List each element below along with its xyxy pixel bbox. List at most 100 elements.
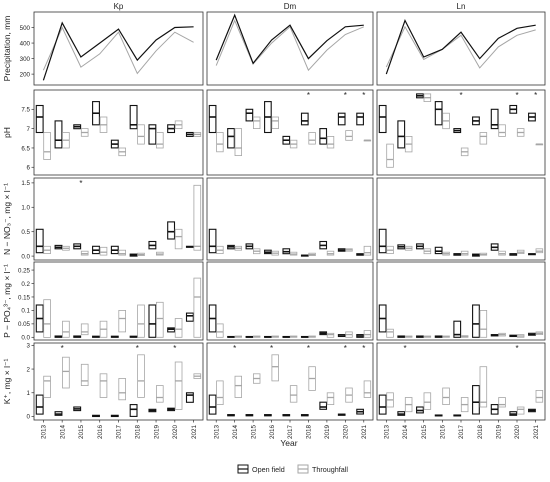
box-throughfall-po4-Kp	[118, 309, 127, 333]
x-tick-label: 2020	[343, 425, 350, 440]
y-tick-label-po4: 0.2	[21, 281, 30, 288]
box-open-field-po4-Ln	[453, 320, 462, 338]
box-open-field-ph-Dm	[208, 104, 217, 134]
panel-precip-Kp	[33, 11, 204, 86]
y-axis-label-k: K⁺, mg × l⁻¹	[2, 359, 12, 405]
y-tick-label-po4: 0.05	[18, 321, 31, 328]
box-throughfall-no3-Kp	[174, 228, 183, 250]
y-tick-label-precip: 300	[20, 56, 31, 63]
box-throughfall-ph-Dm	[234, 128, 242, 157]
y-tick-label-ph: 6.5	[21, 145, 30, 152]
box-throughfall-ph-Dm	[326, 135, 335, 149]
box-open-field-ph-Ln	[378, 104, 387, 134]
box-open-field-ph-Dm	[245, 108, 254, 122]
x-tick-label: 2014	[59, 425, 66, 440]
box-throughfall-po4-Kp	[80, 323, 89, 336]
box-open-field-ph-Dm	[337, 112, 346, 126]
y-tick-label-ph: 6	[27, 165, 31, 172]
significance-star: *	[362, 91, 365, 100]
x-tick-label: 2017	[287, 425, 294, 440]
box-throughfall-no3-Dm	[363, 245, 372, 256]
box-throughfall-k-Ln	[516, 406, 525, 415]
box-open-field-k-Ln	[378, 394, 387, 415]
box-open-field-no3-Kp	[167, 221, 176, 240]
box-throughfall-k-Kp	[155, 385, 164, 403]
x-tick-label: 2013	[41, 425, 48, 440]
box-open-field-ph-Kp	[148, 124, 157, 145]
box-throughfall-ph-Ln	[498, 124, 506, 137]
box-open-field-ph-Kp	[129, 104, 138, 130]
y-tick-label-ph: 7.5	[21, 107, 30, 114]
box-throughfall-po4-Dm	[326, 332, 335, 338]
series-line-throughfall-Ln	[385, 25, 536, 69]
panel-ph-Kp	[33, 89, 204, 176]
box-throughfall-k-Kp	[174, 361, 183, 410]
column-header-Dm: Dm	[284, 2, 297, 11]
x-tick-label: 2020	[172, 425, 179, 440]
panel-precip-Ln	[376, 11, 546, 86]
significance-star: *	[515, 91, 518, 100]
significance-star: *	[173, 344, 176, 353]
x-tick-label: 2015	[250, 425, 257, 440]
x-tick-label: 2013	[384, 425, 391, 440]
x-tick-label: 2016	[269, 425, 276, 440]
box-throughfall-k-Kp	[137, 354, 145, 398]
x-tick-label: 2021	[533, 425, 540, 440]
box-throughfall-k-Dm	[216, 380, 224, 405]
box-throughfall-k-Ln	[423, 392, 432, 410]
significance-star: *	[61, 344, 64, 353]
box-open-field-ph-Ln	[434, 101, 443, 126]
box-open-field-ph-Dm	[227, 128, 235, 149]
box-throughfall-ph-Ln	[386, 143, 394, 168]
box-throughfall-k-Kp	[99, 373, 108, 398]
box-throughfall-po4-Ln	[386, 328, 394, 338]
panel-precip-Dm	[206, 11, 374, 86]
y-axis-label-precip: Precipitation, mm	[2, 16, 12, 82]
significance-star: *	[307, 344, 310, 353]
box-throughfall-k-Dm	[271, 354, 279, 382]
x-tick-label: 2021	[191, 425, 198, 440]
box-throughfall-no3-Kp	[118, 249, 127, 256]
panel-k-Dm	[206, 342, 374, 421]
box-throughfall-po4-Kp	[174, 318, 183, 338]
box-throughfall-ph-Kp	[137, 124, 145, 145]
series-line-open-field-Dm	[215, 13, 364, 65]
box-open-field-po4-Kp	[185, 312, 194, 322]
box-throughfall-k-Dm	[326, 392, 335, 405]
box-open-field-ph-Kp	[54, 120, 63, 149]
box-throughfall-po4-Kp	[62, 320, 70, 338]
significance-star: *	[344, 344, 347, 353]
box-throughfall-k-Kp	[62, 356, 70, 389]
x-tick-label: 2016	[440, 425, 447, 440]
box-throughfall-ph-Kp	[43, 132, 51, 160]
x-tick-label: 2017	[458, 425, 465, 440]
legend-label-throughfall: Throughfall	[312, 465, 348, 474]
column-header-Kp: Kp	[114, 2, 124, 11]
panel-no3-Dm	[206, 177, 374, 261]
box-throughfall-k-Ln	[535, 389, 544, 403]
box-throughfall-ph-Dm	[252, 116, 261, 130]
x-tick-label: 2016	[97, 425, 104, 440]
box-throughfall-k-Kp	[43, 375, 51, 398]
y-tick-label-k: 2	[27, 366, 31, 373]
box-open-field-k-Ln	[472, 385, 480, 415]
y-tick-label-no3: 1.5	[21, 180, 30, 187]
box-open-field-ph-Kp	[35, 104, 44, 134]
panel-po4-Dm	[206, 261, 374, 341]
box-throughfall-ph-Ln	[479, 132, 488, 145]
x-tick-label: 2017	[116, 425, 123, 440]
x-tick-label: 2019	[324, 425, 331, 440]
x-tick-label: 2019	[496, 425, 503, 440]
y-tick-label-ph: 7	[27, 126, 31, 133]
column-header-Ln: Ln	[457, 2, 466, 11]
box-open-field-ph-Dm	[300, 112, 309, 126]
x-tick-label: 2014	[402, 425, 409, 440]
significance-star: *	[307, 91, 310, 100]
box-open-field-ph-Ln	[397, 120, 406, 149]
x-tick-label: 2018	[134, 425, 141, 440]
x-tick-label: 2013	[213, 425, 220, 440]
box-throughfall-ph-Kp	[155, 132, 164, 149]
y-tick-label-precip: 500	[20, 25, 31, 32]
y-tick-label-no3: 1.0	[21, 205, 30, 212]
box-open-field-k-Dm	[319, 401, 328, 410]
